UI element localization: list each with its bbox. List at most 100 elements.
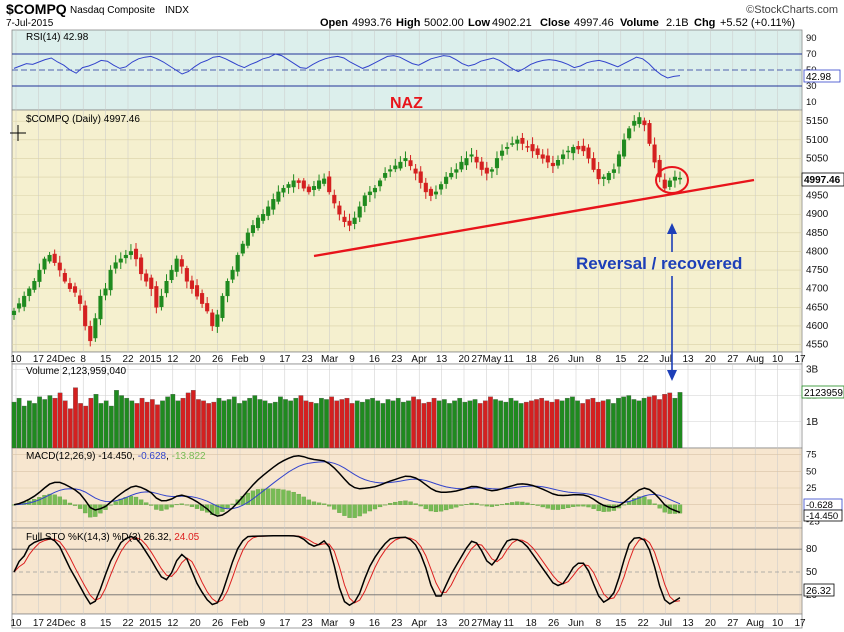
macd-histogram-bar: [464, 504, 469, 505]
ohlc-strip: Open 4993.76 High 5002.00 Low 4902.21 Cl…: [320, 17, 795, 29]
volume-bar: [621, 396, 626, 449]
volume-bar: [165, 396, 171, 449]
x-tick-label: Feb: [231, 618, 249, 629]
candle-body: [616, 154, 622, 167]
candle-body: [637, 117, 642, 125]
rsi-title: RSI(14) 42.98: [26, 32, 89, 43]
macd-histogram-bar: [57, 496, 62, 505]
candle-body: [306, 186, 311, 193]
volume-bar: [42, 399, 48, 449]
x-tick-label: 26: [548, 354, 560, 365]
macd-histogram-bar: [581, 504, 586, 507]
candle-body: [139, 257, 144, 275]
price-tick: 4800: [806, 246, 829, 257]
volume-bar: [513, 400, 519, 449]
stochastic-chart: [12, 534, 802, 607]
price-title: $COMPQ (Daily) 4997.46: [26, 114, 140, 125]
sto-tick: 80: [806, 544, 818, 555]
macd-histogram-bar: [657, 504, 662, 509]
sto-badge-text: 26.32: [806, 586, 831, 597]
x-tick-label: 15: [615, 354, 627, 365]
candle-body: [413, 168, 418, 174]
x-tick-label: 8: [596, 618, 602, 629]
rsi-line: [13, 53, 681, 79]
x-tick-label: 17: [279, 618, 291, 629]
candle-body: [291, 180, 296, 188]
price-tick: 5150: [806, 116, 829, 127]
candle-body: [37, 269, 42, 282]
candle-body: [657, 159, 662, 178]
x-tick-label: 2015: [139, 354, 162, 365]
macd-histogram-bar: [443, 504, 449, 511]
candle-body: [576, 146, 581, 150]
volume-bar: [564, 397, 570, 449]
volume-bar: [672, 397, 678, 449]
volume-bar: [21, 405, 27, 449]
macd-histogram-bar: [372, 504, 378, 510]
candle-body: [27, 288, 32, 297]
candle-body: [17, 303, 22, 309]
candle-body: [47, 254, 52, 262]
volume-bar: [47, 395, 53, 449]
price-tick: 4650: [806, 302, 829, 313]
macd-histogram-bar: [469, 502, 474, 505]
chart-name: Nasdaq Composite: [70, 5, 155, 16]
candle-body: [62, 273, 67, 282]
volume-bar: [595, 401, 601, 449]
high-value: 5002.00: [424, 17, 464, 29]
candle-body: [11, 310, 17, 316]
crosshair-cursor-icon[interactable]: [10, 125, 26, 141]
volume-bar: [523, 401, 529, 449]
macd-histogram-bar: [88, 504, 93, 518]
candle-body: [179, 259, 184, 267]
macd-histogram-bar: [438, 504, 444, 512]
macd-histogram-bar: [459, 504, 464, 506]
volume-bar: [196, 399, 201, 449]
x-tick-label: 22: [638, 354, 650, 365]
volume-tick: 1B: [806, 417, 819, 428]
macd-histogram-bar: [642, 496, 647, 505]
volume-bar: [88, 397, 94, 449]
x-tick-label: 23: [391, 354, 403, 365]
macd-histogram-bar: [286, 490, 291, 505]
macd-tick: 50: [806, 466, 817, 477]
volume-bar: [657, 399, 662, 449]
reversal-callout: Reversal / recovered: [576, 254, 742, 273]
trendline: [313, 178, 755, 258]
volume-bar: [544, 400, 550, 449]
rsi-tick: 30: [806, 81, 817, 92]
volume-bar: [518, 403, 524, 449]
macd-histogram-bar: [347, 504, 352, 518]
candle-body: [383, 173, 388, 178]
candle-body: [611, 169, 616, 173]
x-tick-label: Apr: [411, 354, 427, 365]
macd-histogram-bar: [291, 491, 296, 505]
macd-histogram-bar: [179, 503, 184, 505]
candle-body: [459, 161, 464, 170]
volume-bar: [611, 403, 616, 449]
candle-body: [108, 269, 113, 291]
price-tick: 5100: [806, 135, 829, 146]
macd-histogram-bar: [144, 502, 149, 505]
candle-body: [83, 305, 88, 327]
x-tick-label: 17: [794, 354, 806, 365]
macd-histogram-bar: [652, 503, 657, 505]
macd-badge-1-text: -0.628: [806, 500, 833, 511]
hist-value: -13.822: [172, 451, 206, 462]
rsi-chart: [12, 53, 802, 87]
x-tick-label: Mar: [321, 354, 339, 365]
chg-value: +5.52 (+0.11%): [720, 17, 795, 29]
volume-bar: [472, 399, 478, 449]
candle-body: [255, 217, 261, 229]
gridlines: [12, 30, 802, 614]
sto-d-value: 24.05: [174, 532, 199, 543]
macd-histogram-bar: [510, 502, 515, 505]
x-tick-label: 10: [10, 618, 22, 629]
volume-bar: [482, 400, 488, 449]
macd-value: -14.450: [98, 451, 132, 462]
candle-body: [484, 167, 489, 174]
rsi-badge-text: 42.98: [806, 72, 831, 83]
volume-bar: [426, 401, 432, 449]
candle-body: [423, 182, 428, 193]
callout-arrow-down: [667, 276, 677, 381]
